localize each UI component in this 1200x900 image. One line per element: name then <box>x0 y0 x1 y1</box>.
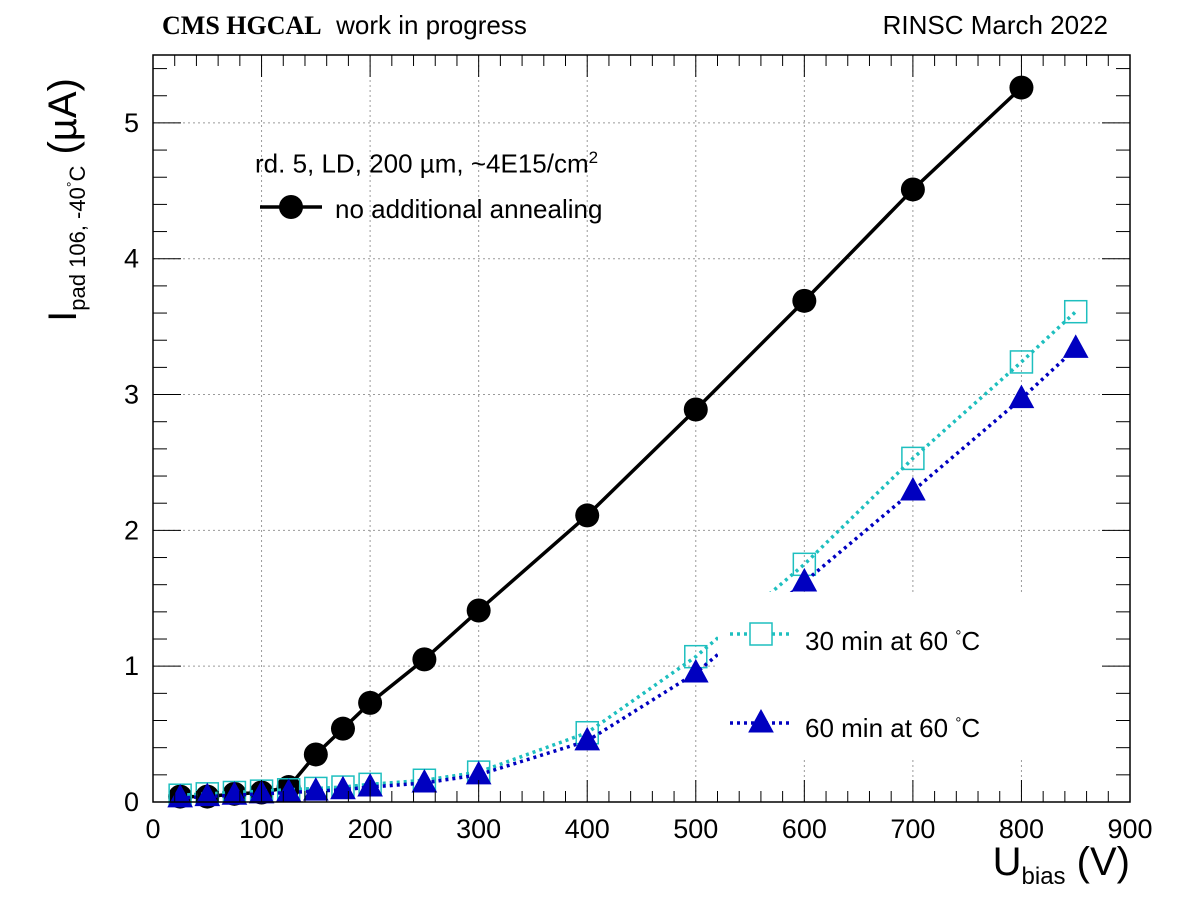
header-collab: CMS HGCAL <box>162 11 322 40</box>
data-point <box>412 647 437 672</box>
legend-s3-deg: ° <box>955 714 962 732</box>
x-label-sub: bias <box>1021 863 1066 890</box>
x-tick-label: 500 <box>673 814 718 844</box>
legend-s3-c: C <box>961 713 981 743</box>
x-tick-label: 200 <box>348 814 393 844</box>
x-tick-label: 300 <box>456 814 501 844</box>
data-point <box>330 775 356 800</box>
plot-series <box>167 75 1089 809</box>
legend-marker-s3 <box>748 708 774 733</box>
x-tick-label: 100 <box>239 814 284 844</box>
data-point <box>411 768 438 793</box>
axis-ticks: 0 100 200 300 400 500 600 700 800 900 0 1 2 3 4 5 <box>124 55 1153 844</box>
y-label-sub: pad 106, -40 <box>65 187 90 311</box>
y-tick-label: 0 <box>124 787 139 817</box>
header-status: work in progress <box>336 10 527 40</box>
legend-s2-text: 30 min at 60 <box>805 626 949 656</box>
x-tick-label: 0 <box>145 814 160 844</box>
y-tick-label: 5 <box>124 108 139 138</box>
data-point <box>1008 384 1035 409</box>
data-point <box>302 777 329 801</box>
legend-box <box>718 592 1108 758</box>
y-label-unit: (µA) <box>41 78 85 155</box>
y-label-main: I <box>41 310 85 322</box>
data-point <box>330 716 355 741</box>
y-tick-label: 4 <box>124 244 139 274</box>
y-tick-label: 3 <box>124 380 139 410</box>
data-point <box>901 446 925 471</box>
series-line <box>180 347 1077 800</box>
x-label-main: U <box>992 840 1022 884</box>
series-line <box>180 310 1077 797</box>
y-label-deg: ° <box>63 181 80 188</box>
x-axis-label: Ubias (V) <box>993 840 1130 891</box>
y-tick-label: 1 <box>124 651 139 681</box>
data-point <box>575 503 600 528</box>
x-tick-label: 700 <box>890 814 935 844</box>
y-label-c: C <box>65 165 90 182</box>
series-3 <box>167 334 1089 808</box>
data-point <box>900 476 926 501</box>
x-label-unit: (V) <box>1076 840 1130 884</box>
x-tick-label: 800 <box>999 814 1044 844</box>
data-point <box>792 288 817 313</box>
data-point <box>358 690 383 715</box>
data-point <box>900 177 925 202</box>
data-point <box>303 742 328 767</box>
data-point <box>1063 299 1088 324</box>
plot-frame <box>152 54 1131 803</box>
series-1 <box>168 75 1034 809</box>
legend-s2-deg: ° <box>955 627 962 645</box>
y-tick-label: 2 <box>124 515 139 545</box>
legend-label-s3: 60 min at 60 °C <box>805 713 980 744</box>
data-point <box>466 598 491 623</box>
sample-annotation: rd. 5, LD, 200 µm, ~4E15/cm2 <box>255 148 598 180</box>
data-point <box>1062 334 1089 358</box>
data-point <box>194 782 221 807</box>
header-left: CMS HGCAL work in progress <box>162 10 527 41</box>
header-right: RINSC March 2022 <box>882 10 1108 40</box>
data-point <box>682 658 709 683</box>
data-point <box>791 567 818 592</box>
sample-text: rd. 5, LD, 200 µm, ~4E15/cm <box>255 148 589 179</box>
legend-marker-s1 <box>279 195 303 219</box>
legend-marker-s2 <box>749 622 773 646</box>
legend-markers <box>260 195 792 733</box>
legend-label-s1: no additional annealing <box>335 194 603 224</box>
data-point <box>1009 75 1034 100</box>
legend-s3-text: 60 min at 60 <box>805 713 949 743</box>
sample-sup: 2 <box>588 148 599 167</box>
x-tick-label: 900 <box>1107 814 1152 844</box>
legend-label-s2: 30 min at 60 °C <box>805 626 980 657</box>
x-tick-label: 600 <box>782 814 827 844</box>
legend-s2-c: C <box>961 626 981 656</box>
legend-background <box>718 592 1108 758</box>
data-point <box>221 781 248 805</box>
data-point <box>1009 350 1034 374</box>
data-point <box>683 397 708 422</box>
data-point <box>574 726 601 751</box>
x-tick-label: 400 <box>565 814 610 844</box>
